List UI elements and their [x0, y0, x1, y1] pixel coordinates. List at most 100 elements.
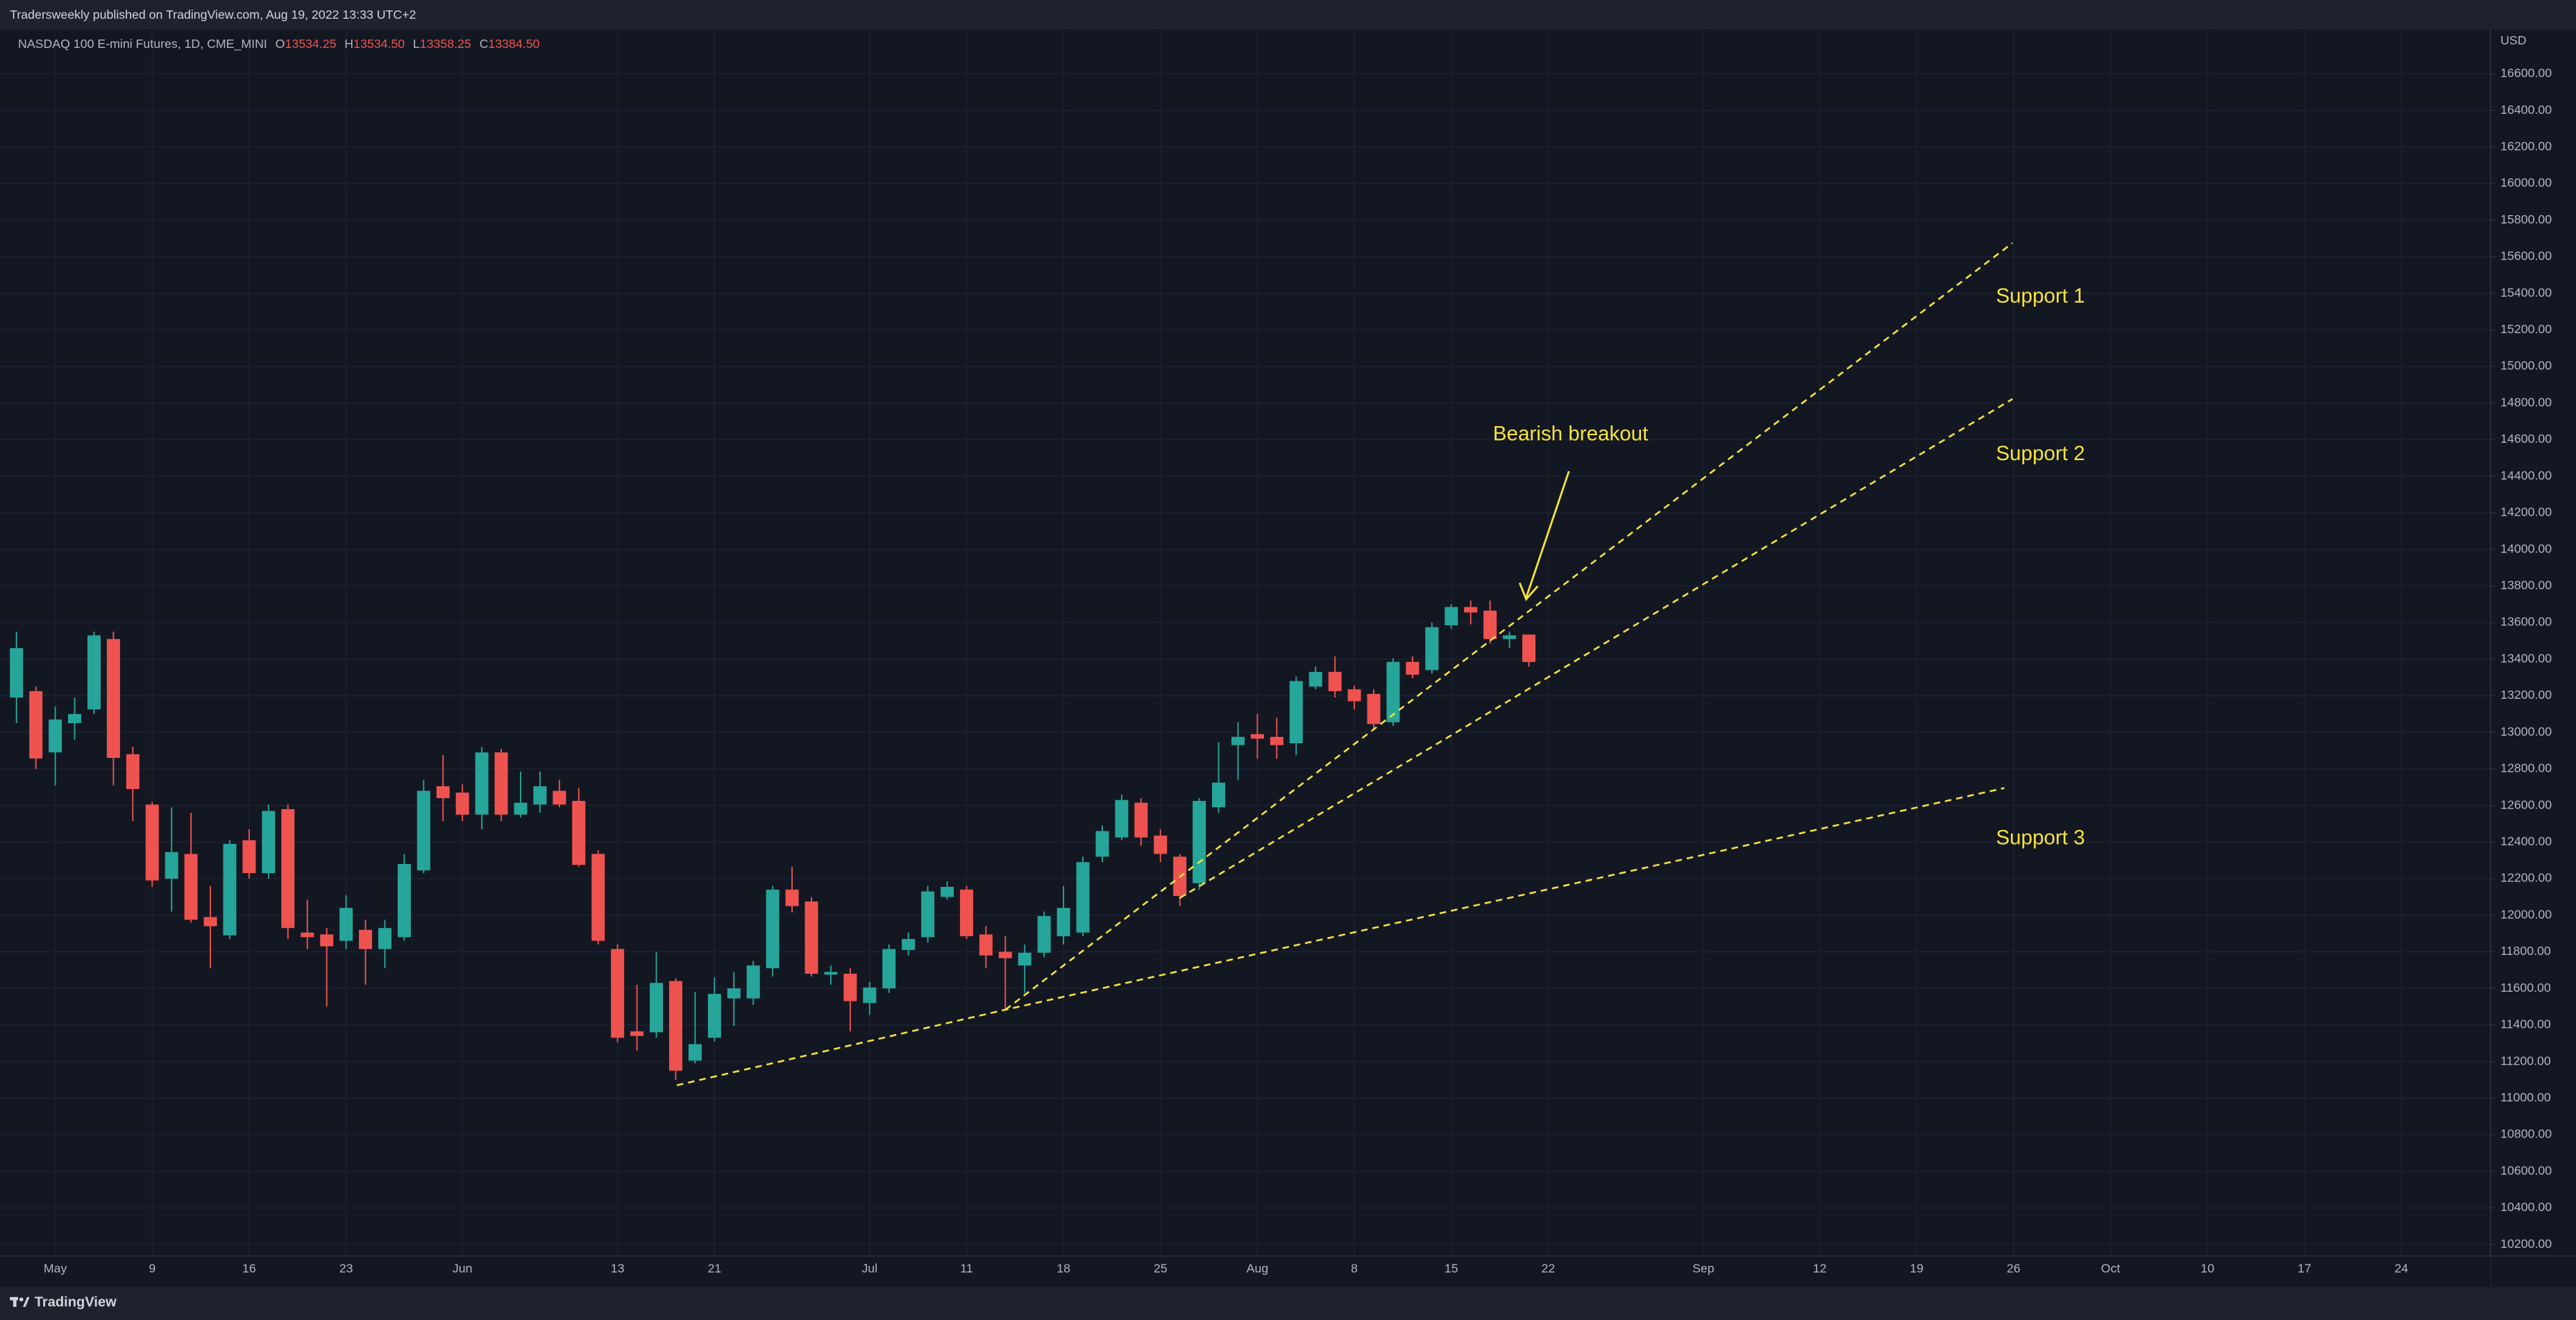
y-tick-label: 12200.00: [2500, 871, 2552, 885]
candle-body: [455, 793, 469, 815]
candle-body: [106, 638, 120, 759]
publisher-line: Tradersweekly published on TradingView.c…: [10, 8, 416, 22]
candle-body: [475, 752, 489, 815]
y-tick-label: 11400.00: [2500, 1017, 2551, 1031]
candle-body: [223, 843, 237, 936]
candle-body: [921, 891, 935, 938]
candle-body: [359, 929, 373, 949]
footer-bar: [0, 1287, 2576, 1320]
candle-body: [630, 1031, 644, 1036]
candle-body: [1231, 736, 1245, 745]
candle-body: [87, 635, 101, 710]
candle-body: [1212, 782, 1226, 808]
candle-body: [824, 972, 838, 975]
candle-body: [1115, 799, 1129, 838]
header-bar: [0, 0, 2576, 30]
candle-body: [1522, 634, 1535, 662]
x-tick-label: 16: [242, 1261, 256, 1275]
support-2-line: [1179, 398, 2013, 899]
legend-key: O: [276, 37, 285, 51]
x-tick-label: 13: [611, 1261, 625, 1275]
y-tick-label: 15800.00: [2500, 212, 2552, 226]
x-tick-label: 24: [2395, 1261, 2409, 1275]
candle-body: [1503, 635, 1517, 639]
candle-body: [805, 901, 818, 974]
axes: 10200.00 10400.00 10600.00 10800.00 11000.00…: [44, 66, 2552, 1275]
price-axis-panel: [2490, 29, 2576, 1287]
y-tick-label: 14000.00: [2500, 541, 2552, 555]
legend-key: H: [344, 37, 353, 51]
candle-body: [126, 754, 140, 789]
candle-body: [262, 811, 276, 874]
candle-body: [572, 801, 586, 865]
y-tick-label: 15400.00: [2500, 285, 2552, 299]
y-tick-label: 14800.00: [2500, 395, 2552, 409]
candles: [10, 600, 1535, 1080]
support-1-line: [1004, 242, 2014, 1010]
candle-body: [397, 863, 411, 938]
candle-body: [29, 691, 43, 759]
y-tick-label: 11200.00: [2500, 1054, 2551, 1067]
y-tick-label: 15200.00: [2500, 322, 2552, 336]
candle-body: [1425, 627, 1439, 670]
candle-body: [68, 713, 82, 723]
tradingview-logo: [10, 1296, 30, 1308]
candle-body: [281, 809, 295, 929]
candle-body: [611, 949, 625, 1038]
currency-label: USD: [2500, 33, 2526, 47]
candle-body: [1018, 952, 1032, 966]
candle-body: [1406, 661, 1420, 675]
y-tick-label: 11800.00: [2500, 944, 2551, 958]
time-axis-panel: [0, 1255, 2491, 1287]
x-tick-label: 26: [2007, 1261, 2021, 1275]
y-tick-label: 10200.00: [2500, 1237, 2552, 1251]
y-tick-label: 14200.00: [2500, 505, 2552, 519]
candle-body: [184, 854, 198, 920]
annotation: Bearish breakout: [1493, 423, 1649, 446]
x-tick-label: 18: [1057, 1261, 1070, 1275]
candle-body: [1193, 801, 1206, 883]
x-tick-label: 19: [1910, 1261, 1923, 1275]
candle-body: [145, 804, 159, 881]
trend-lines: [676, 242, 2014, 1086]
candle-body: [941, 886, 954, 897]
candle-body: [1483, 610, 1497, 639]
x-tick-label: May: [44, 1261, 67, 1275]
y-tick-label: 15000.00: [2500, 359, 2552, 373]
y-tick-label: 13600.00: [2500, 615, 2552, 629]
candle-body: [553, 790, 566, 805]
annotation: Support 1: [1996, 285, 2085, 307]
x-tick-label: 23: [339, 1261, 353, 1275]
candle-body: [668, 981, 682, 1071]
x-tick-label: 17: [2298, 1261, 2312, 1275]
candle-body: [902, 938, 916, 950]
y-tick-label: 13200.00: [2500, 688, 2552, 702]
y-tick-label: 14400.00: [2500, 468, 2552, 482]
candle-body: [1095, 831, 1109, 857]
candle-body: [416, 790, 430, 871]
y-tick-label: 13800.00: [2500, 578, 2552, 592]
candle-body: [1445, 607, 1458, 625]
x-tick-label: 15: [1445, 1261, 1458, 1275]
x-tick-label: 11: [960, 1261, 973, 1275]
y-tick-label: 12800.00: [2500, 761, 2552, 775]
candle-body: [959, 889, 973, 937]
x-tick-label: Sep: [1692, 1261, 1715, 1275]
candle-body: [863, 987, 877, 1004]
candle-body: [1289, 681, 1303, 743]
candle-body: [10, 648, 24, 698]
grid: [0, 29, 2491, 1256]
candle-body: [882, 949, 896, 989]
y-tick-label: 13400.00: [2500, 651, 2552, 665]
x-tick-label: 21: [707, 1261, 721, 1275]
candle-body: [1367, 693, 1381, 725]
y-tick-label: 10600.00: [2500, 1163, 2552, 1177]
candle-body: [1347, 689, 1361, 702]
candle-body: [242, 840, 256, 874]
x-tick-label: Jul: [861, 1261, 877, 1275]
y-tick-label: 14600.00: [2500, 432, 2552, 446]
candle-body: [1037, 916, 1051, 953]
y-tick-label: 11600.00: [2500, 981, 2551, 995]
x-tick-label: Aug: [1247, 1261, 1269, 1275]
